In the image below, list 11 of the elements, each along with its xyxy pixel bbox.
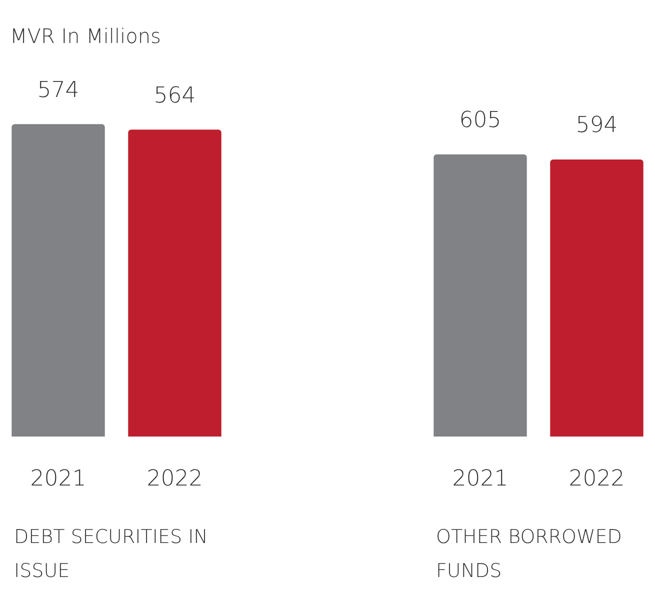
data-label: 594: [576, 113, 618, 138]
x-tick-label: 2021: [452, 466, 508, 492]
x-tick-label: 2022: [146, 466, 203, 492]
x-tick-label: 2022: [568, 466, 625, 492]
chart-title: MVR In Millions: [10, 24, 161, 48]
data-label: 605: [459, 108, 502, 134]
x-axis-title: OTHER BORROWED FUNDS: [436, 525, 623, 584]
x-axis-title: DEBT SECURITIES IN ISSUE: [14, 525, 209, 584]
x-tick-label: 2021: [30, 466, 86, 492]
data-label: 564: [154, 83, 196, 108]
data-label: 574: [37, 78, 80, 103]
